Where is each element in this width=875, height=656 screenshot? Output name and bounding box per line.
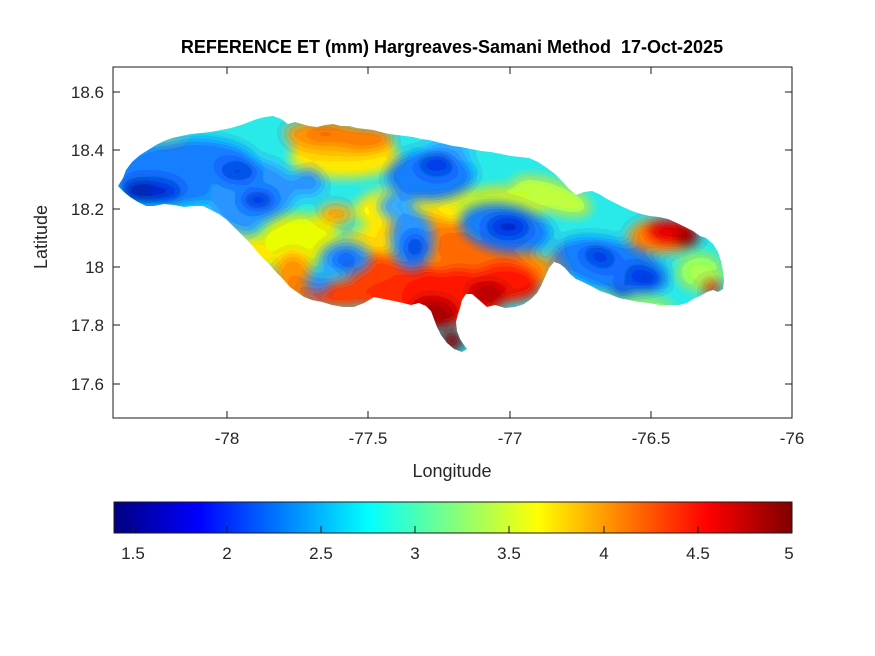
y-tick-label-0: 18.6 — [71, 83, 104, 102]
y-tick-label-2: 18.2 — [71, 200, 104, 219]
y-tick-label-1: 18.4 — [71, 141, 104, 160]
colorbar-tick-label-0: 1.5 — [121, 544, 145, 563]
y-axis-ticks-right — [785, 91, 792, 385]
colorbar-tick-label-1: 2 — [222, 544, 231, 563]
x-tick-label-4: -76 — [780, 429, 805, 448]
contour-blob-layers — [118, 116, 724, 352]
plot-title: REFERENCE ET (mm) Hargreaves-Samani Meth… — [181, 37, 723, 57]
x-tick-labels: -78 -77.5 -77 -76.5 -76 — [215, 429, 805, 448]
colorbar-gradient — [114, 502, 792, 533]
colorbar-tick-label-6: 4.5 — [686, 544, 710, 563]
y-axis-ticks-left — [113, 91, 120, 385]
plot-axes — [112, 66, 793, 419]
y-axis-label: Latitude — [31, 205, 51, 269]
colorbar-border — [113, 501, 793, 534]
colorbar: 1.5 2 2.5 3 3.5 4 4.5 5 — [113, 501, 794, 563]
colorbar-tick-label-4: 3.5 — [497, 544, 521, 563]
x-tick-label-2: -77 — [498, 429, 523, 448]
x-axis-ticks-bottom — [226, 411, 793, 418]
y-tick-labels: 18.6 18.4 18.2 18 17.8 17.6 — [71, 83, 104, 394]
y-tick-label-3: 18 — [85, 258, 104, 277]
colorbar-tick-label-5: 4 — [599, 544, 608, 563]
jamaica-contour-map — [118, 116, 724, 352]
x-axis-ticks-top — [226, 67, 793, 74]
colorbar-tick-label-3: 3 — [410, 544, 419, 563]
colorbar-tick-label-7: 5 — [784, 544, 793, 563]
y-tick-label-5: 17.6 — [71, 375, 104, 394]
colorbar-tick-label-2: 2.5 — [309, 544, 333, 563]
colorbar-ticks — [132, 526, 699, 533]
layer-dark-blue — [120, 154, 660, 297]
y-tick-label-4: 17.8 — [71, 316, 104, 335]
x-tick-label-3: -76.5 — [632, 429, 671, 448]
plot-box — [112, 66, 793, 419]
x-tick-label-0: -78 — [215, 429, 240, 448]
x-axis-label: Longitude — [412, 461, 491, 481]
x-tick-label-1: -77.5 — [349, 429, 388, 448]
colorbar-tick-labels: 1.5 2 2.5 3 3.5 4 4.5 5 — [121, 544, 794, 563]
